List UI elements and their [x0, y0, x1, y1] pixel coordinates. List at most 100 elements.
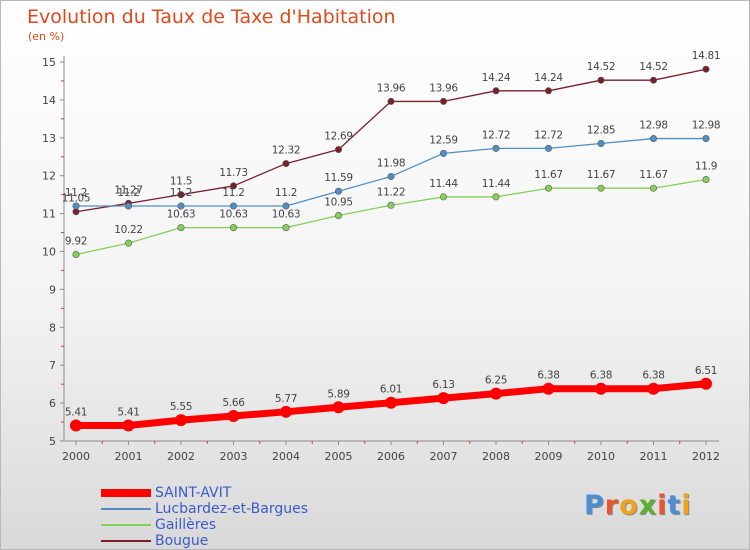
data-point: [492, 87, 500, 95]
data-point: [125, 202, 133, 210]
logo-letter: x: [638, 490, 658, 521]
data-point: [544, 87, 552, 95]
data-label: 12.69: [324, 131, 353, 143]
data-point: [332, 401, 345, 414]
data-label: 5.89: [327, 388, 349, 400]
data-point: [702, 175, 710, 183]
data-point: [649, 184, 657, 192]
data-label: 12.72: [534, 129, 563, 141]
legend-swatch: [101, 540, 151, 542]
y-tick-label: 15: [42, 56, 56, 69]
data-label: 14.24: [534, 72, 563, 84]
data-point: [595, 382, 607, 395]
data-point: [227, 409, 240, 422]
chart-title: Evolution du Taux de Taxe d'Habitation: [27, 6, 396, 28]
x-tick-label: 2006: [377, 450, 405, 463]
data-label: 13.96: [377, 82, 406, 94]
legend-label: Gaillères: [155, 517, 217, 533]
data-point: [230, 202, 238, 210]
data-label: 14.52: [587, 61, 616, 73]
data-point: [334, 187, 342, 195]
data-label: 10.63: [272, 209, 301, 221]
data-point: [177, 202, 185, 210]
x-tick-label: 2004: [272, 450, 300, 463]
data-point: [230, 224, 238, 232]
data-label: 10.22: [114, 224, 143, 236]
data-point: [597, 139, 605, 147]
data-point: [544, 184, 552, 192]
x-tick-label: 2002: [167, 450, 195, 463]
data-point: [490, 387, 502, 400]
data-label: 11.73: [219, 167, 248, 179]
logo-letter: o: [619, 490, 639, 521]
data-point: [544, 144, 552, 152]
data-point: [492, 193, 500, 201]
data-label: 11.9: [695, 160, 717, 172]
legend-label: Lucbardez-et-Bargues: [155, 501, 309, 517]
proxiti-logo: Proxiti: [584, 490, 692, 521]
data-label: 14.81: [692, 50, 721, 62]
data-point: [177, 191, 185, 199]
data-label: 10.95: [324, 196, 353, 208]
legend-swatch: [101, 508, 151, 510]
data-label: 5.41: [65, 406, 87, 418]
data-label: 11.44: [429, 178, 458, 190]
data-label: 6.51: [695, 365, 717, 377]
x-tick-label: 2011: [640, 450, 668, 463]
data-point: [700, 377, 712, 390]
data-label: 9.92: [65, 236, 87, 248]
data-label: 14.52: [639, 61, 668, 73]
data-point: [177, 224, 185, 232]
logo-letter: i: [681, 490, 692, 521]
data-point: [230, 182, 238, 190]
data-label: 12.85: [587, 124, 616, 136]
data-label: 11.67: [534, 169, 563, 181]
data-label: 10.63: [219, 209, 248, 221]
x-tick-label: 2009: [535, 450, 563, 463]
data-point: [649, 76, 657, 84]
data-point: [387, 97, 395, 105]
legend-label: Bougue: [155, 533, 209, 549]
y-tick-label: 10: [42, 246, 56, 259]
data-label: 5.55: [170, 401, 192, 413]
data-point: [72, 251, 80, 259]
data-label: 5.41: [117, 406, 139, 418]
data-point: [122, 419, 135, 432]
data-point: [437, 392, 450, 405]
data-point: [385, 396, 397, 409]
x-tick-label: 2005: [325, 450, 353, 463]
x-tick-label: 2012: [692, 450, 720, 463]
data-point: [125, 239, 133, 247]
data-label: 6.38: [642, 370, 664, 382]
data-label: 6.25: [485, 375, 507, 387]
data-label: 11.05: [62, 193, 91, 205]
data-label: 12.32: [272, 145, 301, 157]
data-label: 12.59: [429, 134, 458, 146]
data-point: [647, 382, 660, 395]
y-tick-label: 12: [42, 170, 56, 183]
data-point: [282, 224, 290, 232]
data-point: [702, 135, 710, 143]
data-point: [334, 211, 342, 219]
y-tick-label: 5: [49, 435, 56, 448]
chart-unit-label: (en %): [28, 30, 65, 43]
data-label: 6.38: [590, 370, 612, 382]
y-tick-label: 13: [42, 132, 56, 145]
data-label: 11.5: [170, 176, 192, 188]
data-point: [597, 184, 605, 192]
data-label: 10.63: [167, 209, 196, 221]
data-point: [72, 202, 80, 210]
data-point: [649, 135, 657, 143]
data-label: 11.27: [114, 184, 143, 196]
data-point: [175, 414, 187, 427]
data-point: [439, 193, 447, 201]
data-label: 5.66: [222, 397, 245, 409]
data-point: [387, 201, 395, 209]
legend-swatch: [101, 489, 151, 497]
data-point: [597, 76, 605, 84]
data-point: [282, 202, 290, 210]
data-point: [334, 146, 342, 154]
data-label: 11.98: [377, 157, 406, 169]
